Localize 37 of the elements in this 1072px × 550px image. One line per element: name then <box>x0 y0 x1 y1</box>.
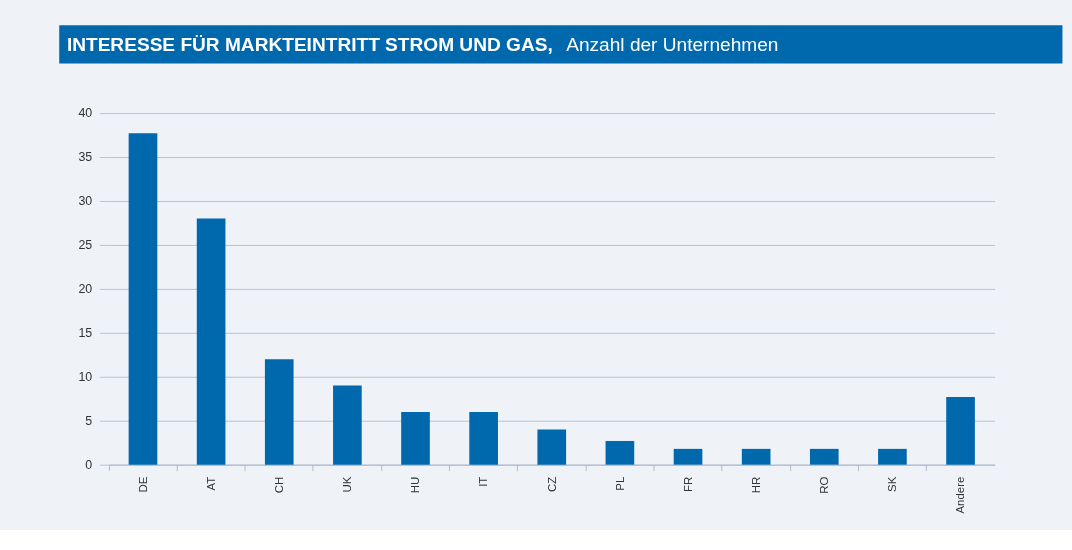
y-tick-label: 20 <box>78 282 93 297</box>
bar <box>605 440 635 465</box>
chart-subtitle: Anzahl der Unternehmen <box>566 33 779 55</box>
y-tick-label: 40 <box>78 106 93 121</box>
bar <box>196 218 226 465</box>
bar <box>128 133 158 465</box>
chart-title: INTERESSE FÜR MARKTEINTRITT STROM UND GAS, <box>66 33 553 55</box>
x-tick-label: PL <box>613 476 626 491</box>
bar <box>264 359 294 465</box>
bar <box>741 448 771 465</box>
bar <box>469 411 498 465</box>
x-tick-label: FR <box>681 476 694 492</box>
y-tick-label: 10 <box>78 370 93 385</box>
y-tick-label: 15 <box>78 326 93 341</box>
y-tick-label: 30 <box>78 194 93 209</box>
x-tick-label: IT <box>477 476 490 487</box>
x-tick-label: CZ <box>545 476 558 492</box>
x-tick-label: UK <box>341 476 354 493</box>
y-tick-label: 35 <box>78 150 93 165</box>
x-tick-label: Andere <box>954 476 967 514</box>
y-tick-label: 25 <box>78 238 93 253</box>
x-tick-label: AT <box>204 476 217 491</box>
y-tick-label: 0 <box>85 457 93 472</box>
x-tick-label: CH <box>273 476 286 494</box>
x-tick-label: SK <box>886 476 899 492</box>
y-tick-label: 5 <box>85 414 93 429</box>
bar <box>878 448 907 465</box>
bar <box>673 448 703 465</box>
x-tick-label: RO <box>818 476 831 494</box>
bar <box>809 448 839 465</box>
bar <box>537 429 567 465</box>
bar <box>401 411 430 465</box>
bar <box>946 397 975 465</box>
bar <box>333 385 362 465</box>
x-tick-label: HU <box>409 476 422 494</box>
x-tick-label: HR <box>749 476 762 494</box>
x-tick-label: DE <box>136 476 149 493</box>
